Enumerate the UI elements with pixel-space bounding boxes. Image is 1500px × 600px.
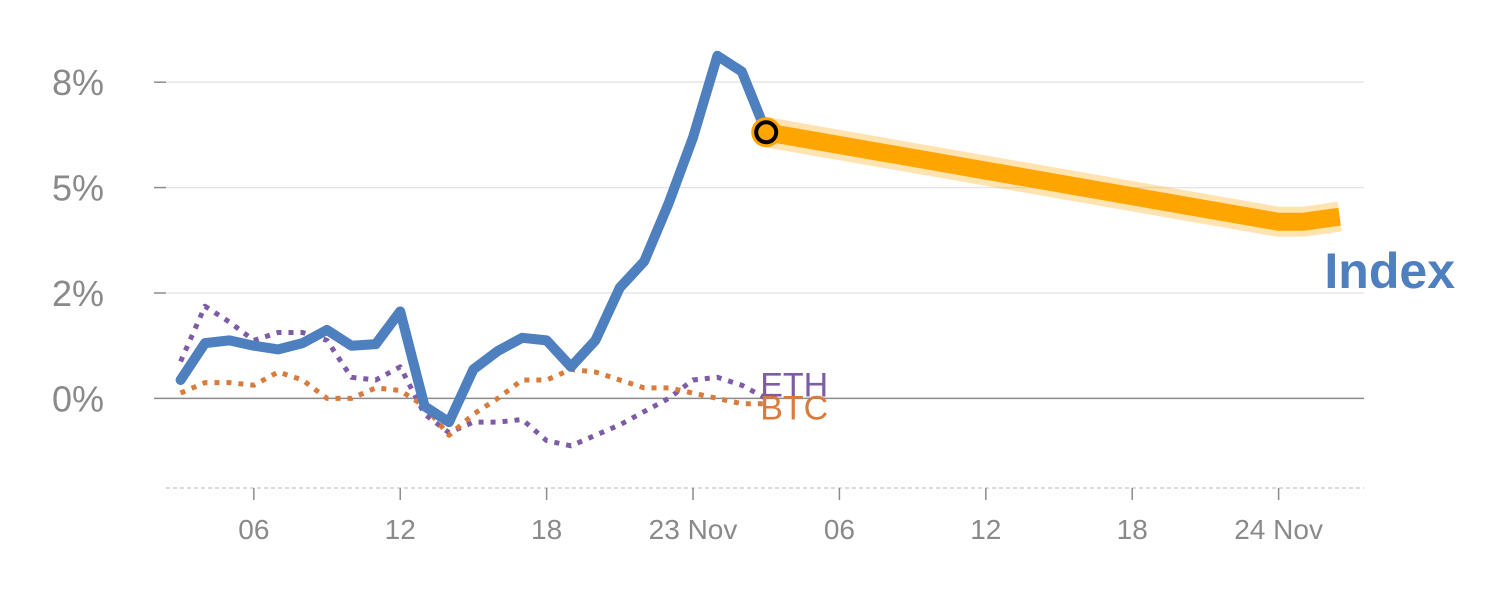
series-label-eth: ETH (760, 366, 828, 404)
grid-layer (154, 81, 1364, 400)
series-line-index (175, 50, 772, 428)
x-tick-label: 12 (970, 514, 1001, 545)
x-tick-label: 24 Nov (1234, 514, 1323, 545)
y-tick-label: 8% (52, 62, 104, 103)
y-tick-label: 2% (52, 273, 104, 314)
x-tick-label: 18 (1117, 514, 1148, 545)
y-tick-label: 0% (52, 378, 104, 419)
series-line-eth (178, 303, 768, 449)
forecast-line (764, 123, 1341, 231)
series-layer (175, 50, 1342, 449)
x-tick-label: 06 (238, 514, 269, 545)
x-tick-label: 12 (385, 514, 416, 545)
forecast-start-marker (754, 120, 779, 145)
y-tick-label: 5% (52, 168, 104, 209)
axis-layer: 0% 2% 5% 8% 06 12 18 23 Nov 06 12 18 24 Nov (52, 62, 1364, 545)
x-tick-label: 23 Nov (649, 514, 738, 545)
x-tick-label: 18 (531, 514, 562, 545)
series-label-btc: BTC (760, 389, 828, 427)
x-tick-label: 06 (824, 514, 855, 545)
series-label-index: Index (1324, 243, 1455, 299)
